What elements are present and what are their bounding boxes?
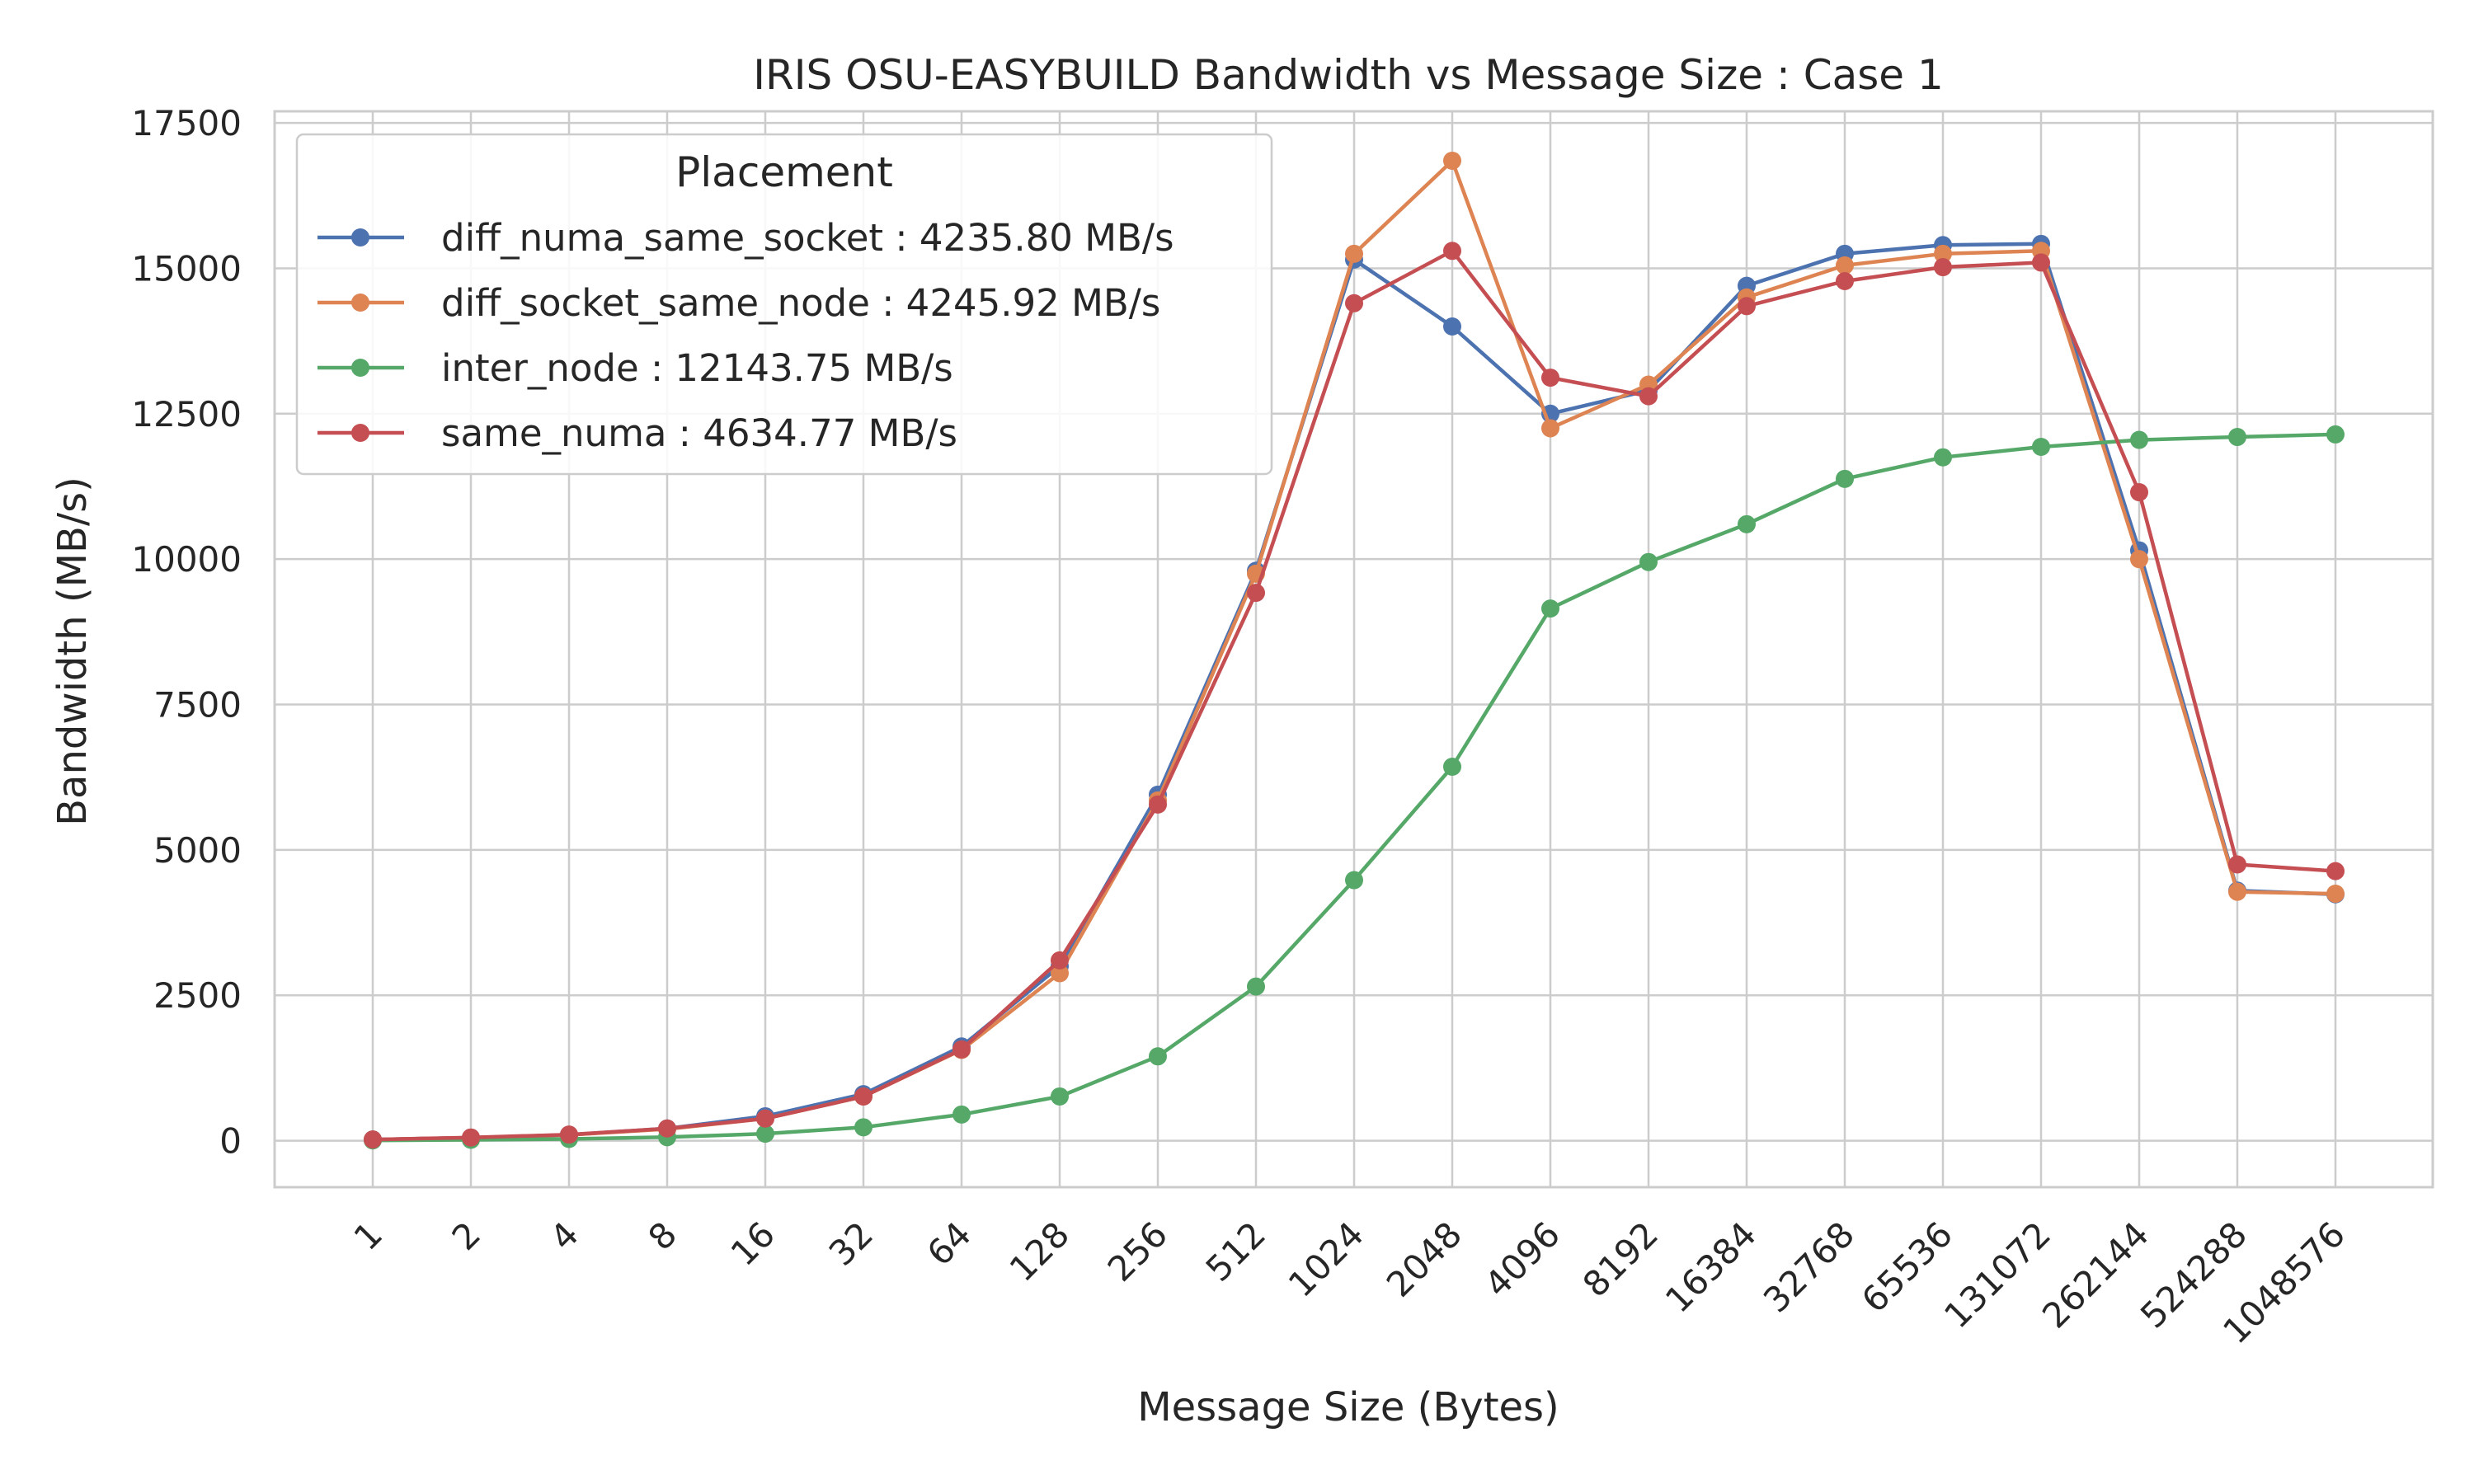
data-point [2032, 438, 2050, 457]
data-point [1541, 419, 1559, 438]
x-tick-label: 512 [1198, 1214, 1273, 1289]
data-point [952, 1040, 971, 1059]
data-point [1443, 242, 1461, 261]
data-point [2228, 855, 2246, 874]
legend-box [295, 133, 1273, 476]
x-tick-label: 131072 [1936, 1214, 2058, 1336]
legend-marker [351, 228, 369, 247]
x-tick-label: 128 [1002, 1214, 1077, 1289]
data-point [1934, 258, 1952, 277]
data-point [854, 1118, 872, 1137]
y-tick-label: 0 [219, 1121, 242, 1162]
y-tick-label: 10000 [131, 539, 242, 580]
x-tick-label: 8 [641, 1214, 685, 1258]
x-axis-title: Message Size (Bytes) [1137, 1384, 1559, 1430]
series-4 [364, 242, 2345, 1149]
data-point [1149, 1047, 1167, 1066]
y-axis-title: Bandwidth (MB/s) [49, 477, 96, 826]
series-group [364, 151, 2345, 1150]
data-point [1443, 757, 1461, 776]
data-point [1541, 369, 1559, 387]
series-3 [364, 425, 2345, 1150]
x-tick-label: 32 [821, 1214, 881, 1273]
data-point [2228, 428, 2246, 447]
data-point [1345, 871, 1363, 890]
legend-label: diff_numa_same_socket : 4235.80 MB/s [441, 216, 1174, 260]
data-point [1051, 1087, 1069, 1106]
x-tick-label: 8192 [1575, 1214, 1666, 1304]
y-tick-label: 7500 [153, 685, 242, 726]
y-tick-label: 17500 [131, 103, 242, 143]
legend-label: same_numa : 4634.77 MB/s [441, 411, 957, 455]
data-point [2326, 885, 2345, 904]
data-point [1247, 584, 1265, 603]
x-tick-label: 262144 [2034, 1214, 2157, 1336]
data-point [2130, 483, 2148, 502]
data-point [1247, 977, 1265, 996]
data-point [1345, 244, 1363, 263]
legend-label: diff_socket_same_node : 4245.92 MB/s [441, 281, 1160, 325]
data-point [1738, 514, 1756, 533]
legend-marker [351, 359, 369, 377]
legend-marker [351, 294, 369, 312]
data-point [1051, 951, 1069, 970]
data-point [462, 1128, 480, 1147]
x-tick-label: 256 [1100, 1214, 1175, 1289]
data-point [1051, 964, 1069, 983]
y-tick-label: 12500 [131, 394, 242, 434]
data-point [1443, 151, 1461, 170]
data-point [1738, 297, 1756, 316]
data-point [1443, 317, 1461, 336]
data-point [2130, 430, 2148, 449]
x-tick-label: 16 [723, 1214, 783, 1273]
y-tick-label: 2500 [153, 975, 242, 1016]
data-point [1149, 795, 1167, 814]
data-point [756, 1109, 774, 1128]
x-axis: 1 2 4 8 16 32 64 128 256 512 1024 2048 4096 819216384… [346, 1214, 2354, 1351]
data-point [560, 1125, 578, 1144]
legend: Placement diff_numa_same_socket : 4235.8… [295, 133, 1273, 476]
data-point [2326, 862, 2345, 881]
x-tick-label: 4 [543, 1214, 587, 1258]
x-tick-label: 1 [346, 1214, 391, 1258]
data-point [1639, 552, 1658, 571]
legend-label: inter_node : 12143.75 MB/s [441, 346, 953, 390]
chart-title: IRIS OSU-EASYBUILD Bandwidth vs Message … [753, 51, 1944, 99]
data-point [1836, 256, 1854, 275]
x-tick-label: 1024 [1281, 1214, 1371, 1304]
x-tick-label: 2 [444, 1214, 489, 1258]
data-point [2228, 882, 2246, 901]
x-tick-label: 4096 [1477, 1214, 1568, 1304]
x-tick-label: 64 [920, 1214, 979, 1273]
data-point [1639, 387, 1658, 406]
data-point [2326, 425, 2345, 444]
x-tick-label: 16384 [1658, 1214, 1764, 1320]
data-point [952, 1105, 971, 1124]
data-point [756, 1125, 774, 1144]
data-point [2032, 253, 2050, 272]
data-point [1836, 271, 1854, 290]
data-point [1934, 244, 1952, 263]
y-axis: 0 2500 5000 7500 10000 12500 15000 17500 [131, 103, 242, 1161]
x-tick-label: 32768 [1756, 1214, 1862, 1320]
y-tick-label: 5000 [153, 830, 242, 871]
data-point [854, 1087, 872, 1106]
data-point [1541, 599, 1559, 618]
x-tick-label: 2048 [1379, 1214, 1470, 1304]
data-point [1345, 294, 1363, 312]
plot-frame [273, 110, 2434, 1189]
y-tick-label: 15000 [131, 248, 242, 289]
data-point [1934, 448, 1952, 467]
data-point [364, 1130, 382, 1149]
data-point [1836, 469, 1854, 488]
data-point [2130, 550, 2148, 569]
legend-marker [351, 424, 369, 442]
legend-title: Placement [675, 148, 893, 196]
data-point [658, 1119, 676, 1138]
